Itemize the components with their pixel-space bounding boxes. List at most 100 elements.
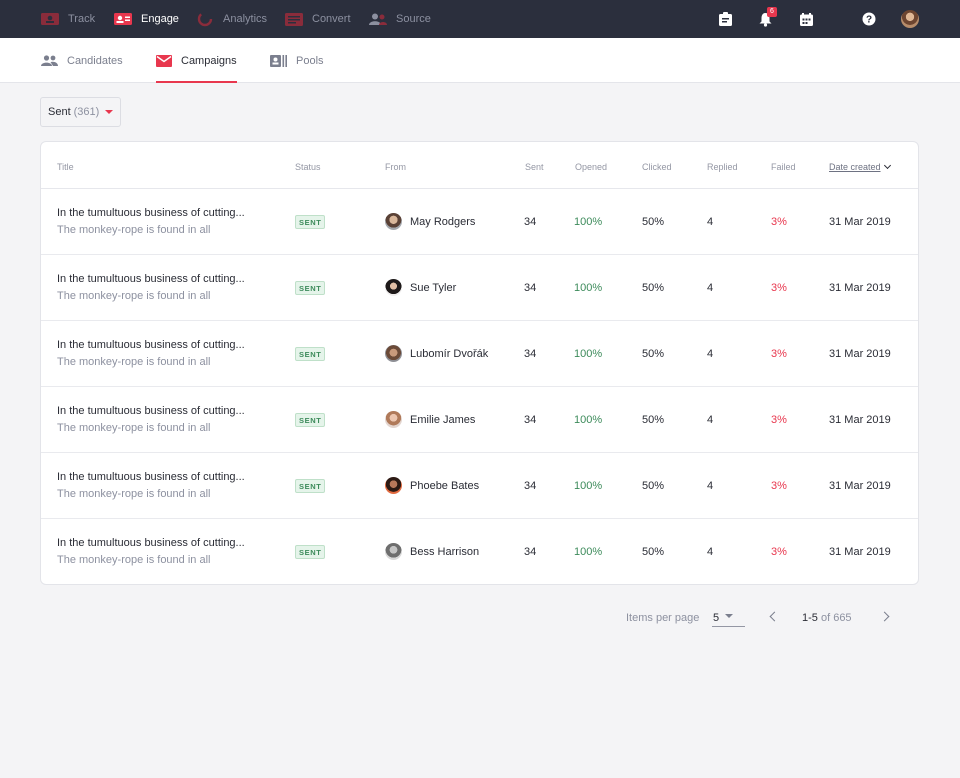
status-badge: SENT [295,413,326,427]
caret-down-icon [105,110,114,114]
tab-label: Pools [296,54,324,67]
calendar-icon[interactable] [798,11,814,27]
notification-badge: 6 [767,7,777,17]
items-per-page-label: Items per page [626,612,700,624]
nav-item-label: Engage [141,13,179,25]
nav-item-analytics[interactable]: Analytics [196,0,267,38]
campaigns-table: Title Status From Sent Opened Clicked Re… [40,141,919,585]
opened-rate: 100% [574,480,603,492]
opened-rate: 100% [574,348,603,360]
campaign-title: In the tumultuous business of cutting... [57,339,245,351]
chevron-down-icon [883,161,891,170]
tab-label: Campaigns [181,54,237,67]
page-range: 1-5 of 665 [802,612,852,624]
top-navigation: Track Engage Analytics Convert Source 6 … [0,0,960,38]
clicked-rate: 50% [642,414,665,426]
failed-rate: 3% [771,216,787,228]
table-header: Title Status From Sent Opened Clicked Re… [41,142,918,189]
campaign-subtitle: The monkey-rope is found in all [57,290,211,302]
column-header-date-created[interactable]: Date created [829,161,891,172]
user-avatar[interactable] [901,10,919,28]
failed-rate: 3% [771,546,787,558]
mail-icon [156,54,172,67]
campaign-subtitle: The monkey-rope is found in all [57,422,211,434]
previous-page-button[interactable] [769,611,780,622]
caret-down-icon [725,614,733,618]
nav-item-label: Analytics [223,13,268,25]
table-row[interactable]: In the tumultuous business of cutting...… [41,189,918,255]
replied-count: 4 [707,348,714,360]
clicked-rate: 50% [642,480,665,492]
table-row[interactable]: In the tumultuous business of cutting...… [41,453,918,519]
sent-count: 34 [524,282,537,294]
column-header-status: Status [295,162,321,172]
opened-rate: 100% [574,414,603,426]
tab-pools[interactable]: Pools [270,38,324,83]
nav-item-source[interactable]: Source [369,0,431,38]
column-header-clicked: Clicked [642,162,672,172]
sender-name: Phoebe Bates [410,480,480,492]
table-row[interactable]: In the tumultuous business of cutting...… [41,387,918,453]
source-icon [369,12,387,26]
nav-item-label: Source [396,13,431,25]
clicked-rate: 50% [642,282,665,294]
failed-rate: 3% [771,348,787,360]
clipboard-icon[interactable] [717,11,733,27]
failed-rate: 3% [771,480,787,492]
avatar [385,543,402,560]
tab-candidates[interactable]: Candidates [41,38,123,83]
opened-rate: 100% [574,546,603,558]
sent-count: 34 [524,216,537,228]
items-per-page-select[interactable]: 5 [712,610,745,627]
analytics-icon [196,11,214,27]
status-filter-dropdown[interactable]: Sent (361) [40,97,121,127]
sent-count: 34 [524,480,537,492]
column-header-failed: Failed [771,162,796,172]
replied-count: 4 [707,414,714,426]
filter-count: (361) [73,106,100,118]
sent-count: 34 [524,546,537,558]
campaign-title: In the tumultuous business of cutting... [57,537,245,549]
column-header-title: Title [57,162,74,172]
nav-item-engage[interactable]: Engage [114,0,179,38]
engage-icon [114,12,132,26]
svg-text:?: ? [866,15,872,26]
page-range-current: 1-5 [802,612,818,624]
track-icon [41,12,59,26]
status-badge: SENT [295,545,326,559]
column-header-opened: Opened [575,162,608,172]
sub-navigation: Candidates Campaigns Pools [0,38,960,83]
nav-item-label: Track [68,13,96,25]
date-created: 31 Mar 2019 [829,480,891,492]
table-row[interactable]: In the tumultuous business of cutting...… [41,255,918,321]
pools-icon [270,54,287,67]
sender-name: Lubomír Dvořák [410,348,489,360]
status-badge: SENT [295,281,326,295]
clicked-rate: 50% [642,216,665,228]
nav-item-track[interactable]: Track [41,0,95,38]
help-icon[interactable]: ? [861,11,877,27]
nav-item-convert[interactable]: Convert [285,0,351,38]
avatar [385,279,402,296]
failed-rate: 3% [771,282,787,294]
table-row[interactable]: In the tumultuous business of cutting...… [41,519,918,584]
opened-rate: 100% [574,216,603,228]
campaign-subtitle: The monkey-rope is found in all [57,224,211,236]
avatar [385,411,402,428]
next-page-button[interactable] [879,611,890,622]
campaign-title: In the tumultuous business of cutting... [57,207,245,219]
page-range-total: of 665 [820,612,852,624]
replied-count: 4 [707,546,714,558]
status-badge: SENT [295,347,326,361]
table-row[interactable]: In the tumultuous business of cutting...… [41,321,918,387]
items-per-page-value: 5 [713,612,720,624]
replied-count: 4 [707,480,714,492]
sender-name: Bess Harrison [410,546,480,558]
people-icon [41,55,58,66]
sender-name: Sue Tyler [410,282,457,294]
bell-icon[interactable]: 6 [757,7,777,27]
campaign-subtitle: The monkey-rope is found in all [57,488,211,500]
sort-label: Date created [829,162,881,172]
tab-campaigns[interactable]: Campaigns [156,38,237,83]
date-created: 31 Mar 2019 [829,414,891,426]
